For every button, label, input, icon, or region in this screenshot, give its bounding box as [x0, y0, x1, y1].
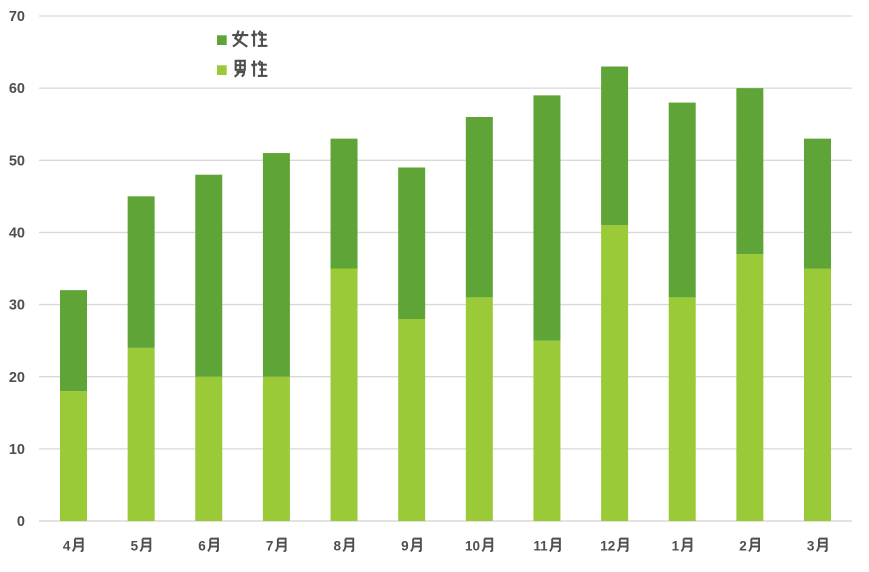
svg-text:3: 3 — [807, 539, 815, 554]
svg-text:0: 0 — [17, 514, 25, 530]
svg-text:7: 7 — [266, 539, 274, 554]
svg-text:20: 20 — [9, 370, 25, 386]
svg-text:60: 60 — [9, 81, 25, 97]
svg-text:9: 9 — [401, 539, 409, 554]
svg-text:5: 5 — [131, 539, 139, 554]
svg-text:30: 30 — [9, 298, 25, 314]
svg-text:10: 10 — [9, 442, 25, 458]
svg-text:50: 50 — [9, 153, 25, 169]
svg-text:11: 11 — [533, 539, 548, 554]
svg-text:10: 10 — [465, 539, 480, 554]
svg-text:8: 8 — [333, 539, 341, 554]
svg-text:1: 1 — [672, 539, 680, 554]
svg-text:70: 70 — [9, 9, 25, 25]
svg-text:6: 6 — [198, 539, 206, 554]
svg-text:12: 12 — [600, 539, 615, 554]
svg-text:4: 4 — [63, 539, 71, 554]
svg-text:40: 40 — [9, 226, 25, 242]
svg-text:2: 2 — [739, 539, 747, 554]
